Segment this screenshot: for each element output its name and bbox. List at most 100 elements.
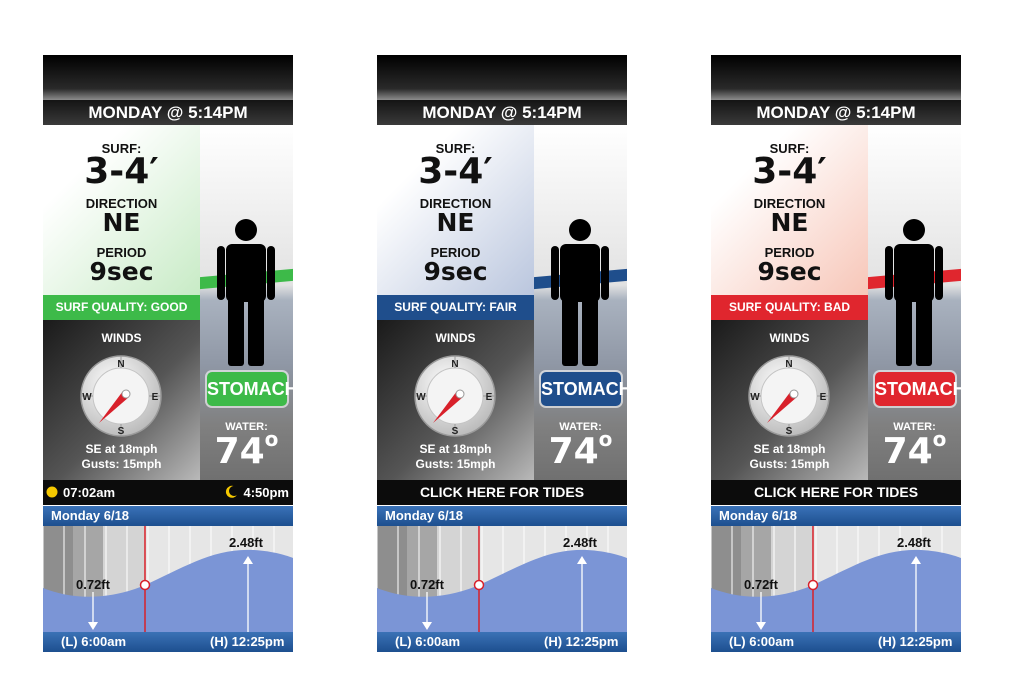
stomach-height-badge: STOMACH [541, 372, 632, 406]
tide-date-bar: Monday 6/18 [43, 506, 293, 526]
sunrise: 07:02am [46, 480, 115, 505]
compass-e: E [152, 392, 159, 403]
board-size-panel: STOMACH WATER: 74o [534, 125, 632, 480]
card-header-black [711, 55, 961, 100]
surf-height: 3-4′ [418, 151, 493, 192]
tide-chart: 0.72ft 2.48ft [43, 526, 293, 632]
high-tide-height: 2.48ft [897, 535, 932, 550]
direction-label: DIRECTION [419, 196, 492, 211]
wind-speed: SE at 18mph [753, 442, 826, 456]
board-size-panel: STOMACH WATER: 74o [200, 125, 298, 480]
water-temp: 74o [214, 427, 279, 472]
low-tide-height: 0.72ft [76, 577, 111, 592]
stomach-height-badge: STOMACH [875, 372, 966, 406]
tide-chart: 0.72ft 2.48ft [711, 526, 961, 632]
high-tide-arrow-icon [577, 556, 587, 564]
direction-value: NE [102, 208, 141, 237]
low-tide-time: (L) 6:00am [729, 634, 795, 649]
high-tide-height: 2.48ft [229, 535, 264, 550]
tide-date-bar: Monday 6/18 [377, 506, 627, 526]
surf-label: SURF: [101, 141, 142, 156]
winds-label: WINDS [769, 331, 810, 345]
degree-symbol: o [598, 427, 613, 451]
tide-times-bar: (L) 6:00am (H) 12:25pm [711, 632, 961, 652]
winds-panel: WINDS N S W E [711, 320, 868, 480]
compass-s: S [118, 426, 125, 437]
sun-times-bar: 07:02am 4:50pm [43, 480, 293, 505]
tides-link-button[interactable]: CLICK HERE FOR TIDES [711, 480, 961, 505]
surf-label: SURF: [769, 141, 810, 156]
card-header-black [43, 55, 293, 100]
person-icon [217, 219, 275, 366]
period-value: 9sec [89, 257, 154, 286]
surf-quality-bar: SURF QUALITY: BAD [711, 295, 868, 320]
compass-icon: N S W E [80, 355, 162, 437]
compass-n: N [117, 359, 124, 370]
winds-label: WINDS [435, 331, 476, 345]
tide-curve [377, 549, 627, 632]
compass-w: W [82, 392, 92, 403]
surf-report-card-good: MONDAY @ 5:14PM SURF: 3-4′ DIRECTION NE … [43, 55, 298, 652]
surf-height: 3-4′ [752, 151, 827, 192]
wind-direction-arrow [767, 391, 797, 423]
wind-speed: SE at 18mph [85, 442, 158, 456]
winds-panel: WINDS N S W E [377, 320, 534, 480]
wind-direction-arrow [433, 391, 463, 423]
day-time-bar: MONDAY @ 5:14PM [43, 100, 293, 125]
compass-e: E [486, 392, 493, 403]
winds-label: WINDS [101, 331, 142, 345]
current-tide-marker [807, 579, 819, 591]
low-tide-arrow-icon [756, 622, 766, 630]
low-tide-height: 0.72ft [744, 577, 779, 592]
period-value: 9sec [423, 257, 488, 286]
surf-report-card-bad: MONDAY @ 5:14PM SURF: 3-4′ DIRECTION NE … [711, 55, 966, 652]
person-icon [551, 219, 609, 366]
water-label: WATER: [893, 421, 936, 433]
high-tide-height: 2.48ft [563, 535, 598, 550]
winds-panel: WINDS N S W E [43, 320, 200, 480]
day-time-bar: MONDAY @ 5:14PM [711, 100, 961, 125]
water-temp: 74o [882, 427, 947, 472]
degree-symbol: o [264, 427, 279, 451]
low-tide-time: (L) 6:00am [395, 634, 461, 649]
compass-w: W [416, 392, 426, 403]
water-label: WATER: [559, 421, 602, 433]
surf-info: SURF: 3-4′ DIRECTION NE PERIOD 9sec [711, 125, 868, 295]
current-tide-marker [473, 579, 485, 591]
wind-direction-arrow [99, 391, 129, 423]
surf-report-card-fair: MONDAY @ 5:14PM SURF: 3-4′ DIRECTION NE … [377, 55, 632, 652]
tide-times-bar: (L) 6:00am (H) 12:25pm [377, 632, 627, 652]
person-icon [885, 219, 943, 366]
compass-w: W [750, 392, 760, 403]
tide-times-bar: (L) 6:00am (H) 12:25pm [43, 632, 293, 652]
period-label: PERIOD [96, 245, 147, 260]
stomach-height-badge: STOMACH [207, 372, 298, 406]
surf-quality-bar: SURF QUALITY: FAIR [377, 295, 534, 320]
sun-icon [46, 486, 58, 498]
surf-info: SURF: 3-4′ DIRECTION NE PERIOD 9sec [377, 125, 534, 295]
day-time-bar: MONDAY @ 5:14PM [377, 100, 627, 125]
moon-icon [226, 485, 238, 498]
period-value: 9sec [757, 257, 822, 286]
sunset-time: 4:50pm [243, 485, 289, 500]
period-label: PERIOD [430, 245, 481, 260]
current-tide-marker [139, 579, 151, 591]
compass-icon: N S W E [414, 355, 496, 437]
compass-s: S [786, 426, 793, 437]
sunrise-time: 07:02am [63, 485, 116, 500]
low-tide-arrow-icon [88, 622, 98, 630]
tide-date-bar: Monday 6/18 [711, 506, 961, 526]
compass-s: S [452, 426, 459, 437]
wind-gusts: Gusts: 15mph [415, 457, 496, 471]
wind-gusts: Gusts: 15mph [749, 457, 830, 471]
tides-link-button[interactable]: CLICK HERE FOR TIDES [377, 480, 627, 505]
tide-curve [43, 549, 293, 632]
low-tide-height: 0.72ft [410, 577, 445, 592]
direction-value: NE [770, 208, 809, 237]
tide-chart: 0.72ft 2.48ft [377, 526, 627, 632]
surf-height: 3-4′ [84, 151, 159, 192]
wind-speed: SE at 18mph [419, 442, 492, 456]
compass-n: N [451, 359, 458, 370]
low-tide-time: (L) 6:00am [61, 634, 127, 649]
compass-e: E [820, 392, 827, 403]
